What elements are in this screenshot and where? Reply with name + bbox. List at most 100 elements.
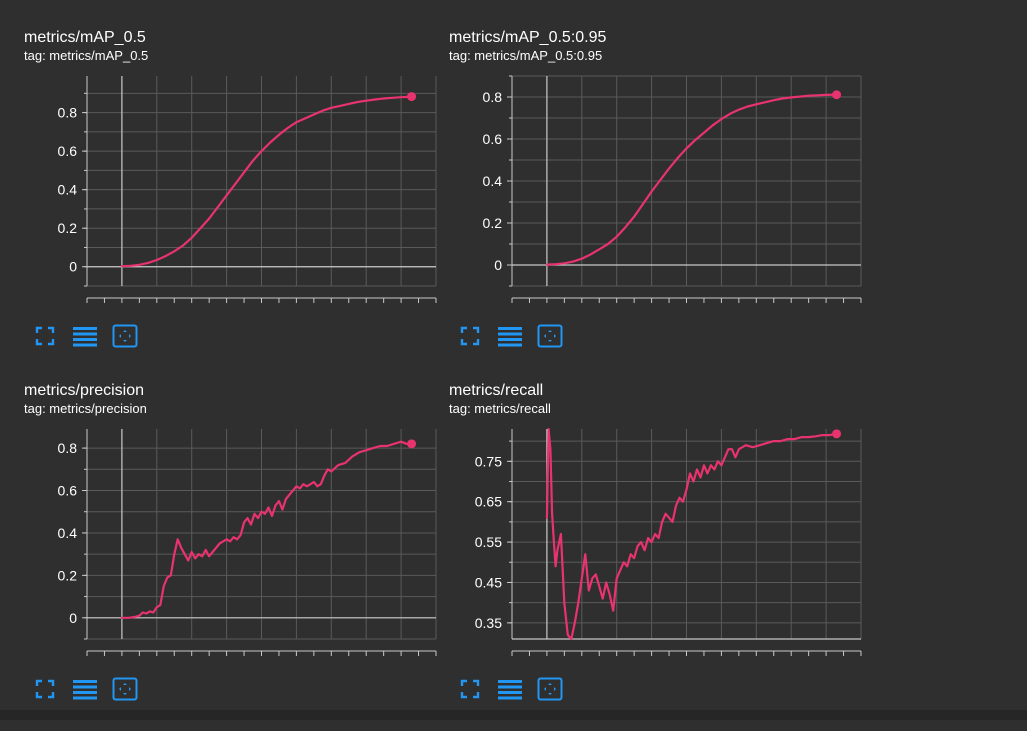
fullscreen-button[interactable] bbox=[457, 323, 483, 349]
data-table-button[interactable] bbox=[497, 323, 523, 349]
fit-domain-button[interactable] bbox=[112, 676, 138, 702]
y-tick-label: 0.75 bbox=[475, 453, 502, 469]
fullscreen-icon bbox=[35, 679, 55, 699]
chart-title: metrics/precision bbox=[24, 382, 145, 399]
series-end-point bbox=[832, 90, 842, 100]
x-tick-label: 20 bbox=[574, 660, 590, 661]
series-line bbox=[545, 93, 838, 266]
x-tick-label: 80 bbox=[679, 307, 695, 308]
x-tick-label: 0 bbox=[118, 660, 126, 661]
data-table-button[interactable] bbox=[497, 676, 523, 702]
bottom-strip bbox=[0, 710, 1027, 720]
x-tick-label: 40 bbox=[609, 307, 625, 308]
y-tick-label: 0.4 bbox=[58, 182, 78, 198]
series-line bbox=[120, 95, 413, 268]
y-tick-label: 0.2 bbox=[58, 567, 78, 583]
x-tick-label: 140 bbox=[780, 307, 804, 308]
x-tick-label: 80 bbox=[679, 660, 695, 661]
y-tick-label: 0 bbox=[494, 257, 502, 273]
fullscreen-icon bbox=[460, 326, 480, 346]
y-tick-label: 0.4 bbox=[483, 173, 503, 189]
grid bbox=[86, 429, 437, 640]
line-chart[interactable]: 0 0.2 0.4 0.6 0.8 0 20 40 60 80 100 120 140 160 bbox=[24, 68, 444, 308]
x-tick-label: 20 bbox=[574, 307, 590, 308]
y-tick-label: 0.6 bbox=[58, 483, 78, 499]
x-tick-label: 120 bbox=[320, 660, 344, 661]
grid bbox=[86, 76, 437, 287]
x-tick-label: 60 bbox=[219, 307, 235, 308]
y-tick-label: 0.45 bbox=[475, 574, 502, 590]
chart-card-map-0-5-0-95: metrics/mAP_0.5:0.95 tag: metrics/mAP_0.… bbox=[449, 28, 874, 378]
y-tick-label: 0.35 bbox=[475, 615, 502, 631]
chart-title: metrics/mAP_0.5:0.95 bbox=[449, 29, 607, 46]
x-tick-label: 100 bbox=[285, 660, 309, 661]
chart-card-precision: metrics/precision tag: metrics/precision… bbox=[24, 381, 449, 731]
x-tick-label: 40 bbox=[609, 660, 625, 661]
x-tick-label: 40 bbox=[184, 660, 200, 661]
fullscreen-icon bbox=[460, 679, 480, 699]
chart-tag: tag: metrics/mAP_0.5 bbox=[24, 48, 149, 63]
y-tick-label: 0.4 bbox=[58, 525, 78, 541]
x-tick-label: 140 bbox=[355, 660, 379, 661]
x-tick-label: 40 bbox=[184, 307, 200, 308]
data-table-icon bbox=[73, 327, 97, 347]
x-tick-label: 100 bbox=[710, 307, 734, 308]
x-tick-label: 120 bbox=[745, 660, 769, 661]
chart-tag: tag: metrics/recall bbox=[449, 401, 551, 416]
fit-domain-icon bbox=[112, 324, 138, 348]
fit-domain-button[interactable] bbox=[537, 676, 563, 702]
y-tick-label: 0.6 bbox=[58, 143, 78, 159]
y-tick-label: 0.65 bbox=[475, 494, 502, 510]
fullscreen-button[interactable] bbox=[457, 676, 483, 702]
x-tick-label: 160 bbox=[814, 660, 838, 661]
fullscreen-button[interactable] bbox=[32, 676, 58, 702]
x-tick-label: 140 bbox=[780, 660, 804, 661]
x-tick-label: 100 bbox=[710, 660, 734, 661]
chart-card-map-0-5: metrics/mAP_0.5 tag: metrics/mAP_0.5 0 0.… bbox=[24, 28, 449, 378]
fit-domain-icon bbox=[537, 677, 563, 701]
x-tick-label: 60 bbox=[219, 660, 235, 661]
y-tick-label: 0.6 bbox=[483, 131, 503, 147]
x-tick-label: 120 bbox=[320, 307, 344, 308]
y-tick-label: 0.2 bbox=[58, 220, 78, 236]
data-table-button[interactable] bbox=[72, 323, 98, 349]
x-tick-label: 80 bbox=[254, 307, 270, 308]
x-tick-label: 0 bbox=[118, 307, 126, 308]
chart-tag: tag: metrics/mAP_0.5:0.95 bbox=[449, 48, 603, 63]
y-tick-label: 0.8 bbox=[58, 105, 78, 121]
line-chart[interactable]: 0 0.2 0.4 0.6 0.8 0 20 40 60 80 100 120 140 160 bbox=[449, 68, 869, 308]
series-end-point bbox=[832, 429, 842, 439]
chart-tag: tag: metrics/precision bbox=[24, 401, 147, 416]
x-tick-label: 60 bbox=[644, 660, 660, 661]
x-tick-label: 140 bbox=[355, 307, 379, 308]
x-tick-label: 100 bbox=[285, 307, 309, 308]
grid bbox=[511, 75, 862, 287]
x-tick-label: 0 bbox=[543, 660, 551, 661]
chart-card-recall: metrics/recall tag: metrics/recall 0.35 0… bbox=[449, 381, 874, 731]
fit-domain-icon bbox=[537, 324, 563, 348]
chart-title: metrics/recall bbox=[449, 382, 544, 399]
y-tick-label: 0 bbox=[69, 259, 77, 275]
series-end-point bbox=[407, 439, 417, 449]
data-table-button[interactable] bbox=[72, 676, 98, 702]
x-tick-label: 160 bbox=[389, 307, 413, 308]
series-line bbox=[545, 427, 838, 641]
fit-domain-icon bbox=[112, 677, 138, 701]
fit-domain-button[interactable] bbox=[537, 323, 563, 349]
chart-title: metrics/mAP_0.5 bbox=[24, 29, 146, 46]
y-tick-label: 0.2 bbox=[483, 215, 503, 231]
x-tick-label: 0 bbox=[543, 307, 551, 308]
series-line bbox=[120, 440, 413, 619]
x-tick-label: 60 bbox=[644, 307, 660, 308]
y-tick-label: 0.8 bbox=[58, 440, 78, 456]
x-tick-label: 160 bbox=[814, 307, 838, 308]
fit-domain-button[interactable] bbox=[112, 323, 138, 349]
x-tick-label: 20 bbox=[149, 660, 165, 661]
x-tick-label: 160 bbox=[389, 660, 413, 661]
fullscreen-button[interactable] bbox=[32, 323, 58, 349]
data-table-icon bbox=[73, 680, 97, 700]
x-tick-label: 20 bbox=[149, 307, 165, 308]
line-chart[interactable]: 0.35 0.45 0.55 0.65 0.75 0 20 40 60 80 100 120 140 16… bbox=[449, 421, 869, 661]
line-chart[interactable]: 0 0.2 0.4 0.6 0.8 0 20 40 60 80 100 120 140 160 bbox=[24, 421, 444, 661]
y-tick-label: 0.55 bbox=[475, 534, 502, 550]
